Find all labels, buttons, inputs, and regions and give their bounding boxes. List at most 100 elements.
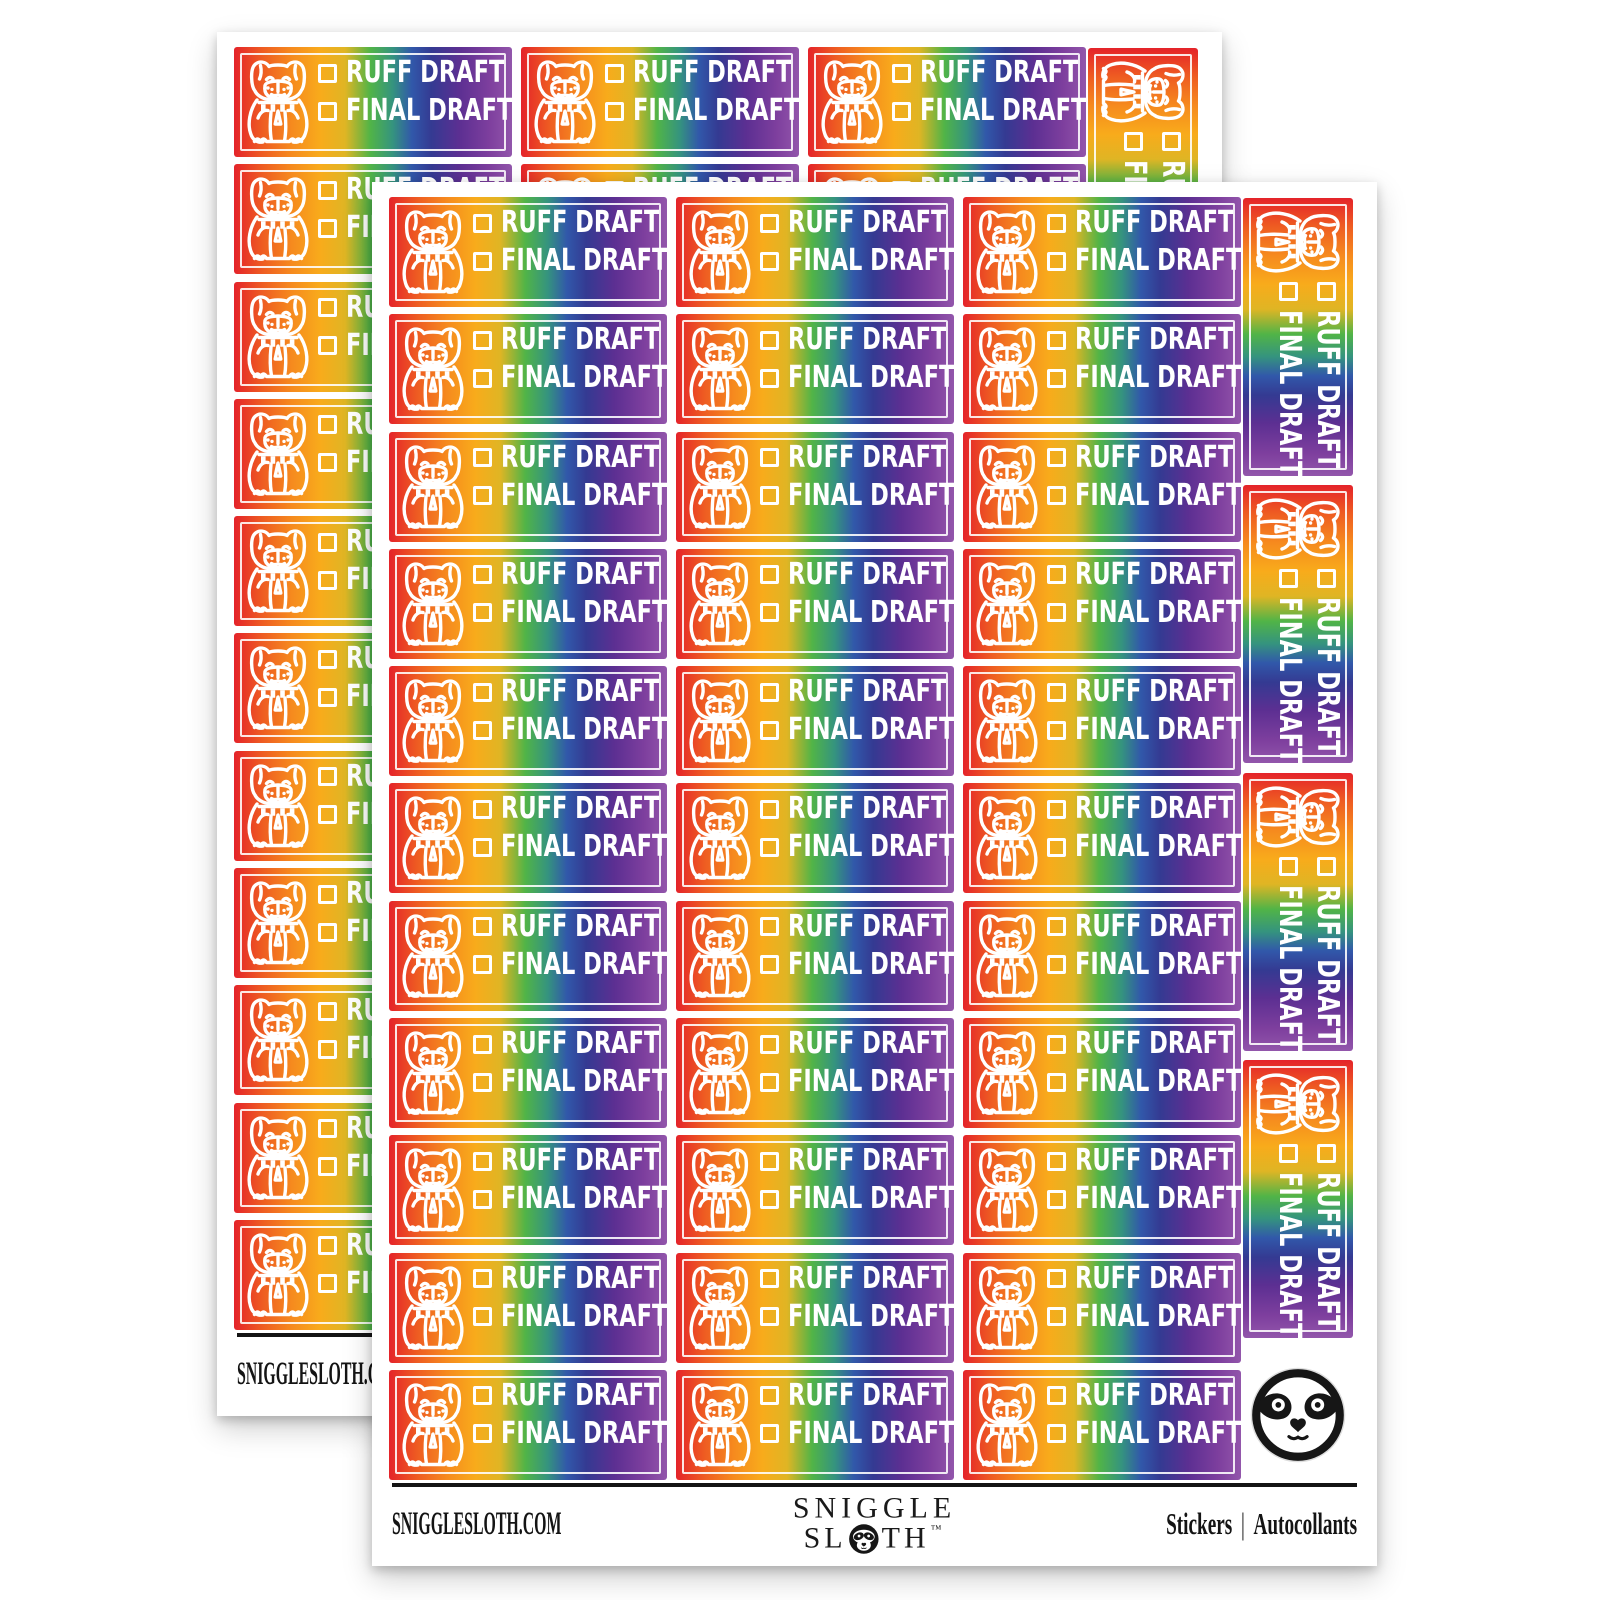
sticker-label-ruff-draft: RUFF DRAFT [1075,556,1234,592]
bulldog-icon [689,1266,751,1350]
checkbox-icon [1047,837,1066,857]
checkbox-icon [1047,1269,1066,1289]
checkbox-icon [1047,213,1066,233]
sticker-text-block: RUFF DRAFT FINAL DRAFT [318,58,568,126]
bulldog-icon [247,881,309,965]
sticker-label-ruff-draft: RUFF DRAFT [788,322,947,358]
checkbox-icon [318,570,337,590]
sticker-label-final-draft: FINAL DRAFT [501,1064,668,1100]
final-draft-line: FINAL DRAFT [760,1064,1010,1100]
draft-checklist-sticker: RUFF DRAFT FINAL DRAFT [389,900,667,1011]
checkbox-icon [473,1424,492,1444]
sticker-label-final-draft: FINAL DRAFT [501,829,668,865]
bulldog-icon [402,327,464,412]
checkbox-icon [1047,486,1066,506]
sticker-label-final-draft: FINAL DRAFT [501,477,668,513]
final-draft-line: FINAL DRAFT [760,832,1010,862]
sticker-text-block: RUFF DRAFT FINAL DRAFT [1047,1029,1297,1097]
sticker-text-block: RUFF DRAFT FINAL DRAFT [1047,677,1297,745]
draft-checklist-sticker: RUFF DRAFT FINAL DRAFT [676,197,954,307]
checkbox-icon [1047,1034,1066,1054]
brand-line2-post: TH [881,1521,930,1555]
ruff-draft-line: RUFF DRAFT [1047,677,1297,707]
checkbox-icon [1047,330,1066,350]
sticker-text-block: RUFF DRAFT FINAL DRAFT [473,1146,723,1214]
ruff-draft-line: RUFF DRAFT [473,208,723,238]
final-draft-line: FINAL DRAFT [473,1184,723,1214]
sticker-label-ruff-draft: RUFF DRAFT [501,908,660,944]
bulldog-icon [247,1116,309,1200]
checkbox-icon [760,448,779,468]
bulldog-icon [976,1148,1038,1233]
final-draft-line: FINAL DRAFT [1047,597,1297,627]
checkbox-icon [1047,1424,1066,1444]
checkbox-icon [473,955,492,975]
sticker-label-final-draft: FINAL DRAFT [1272,1171,1307,1339]
checkbox-icon [1047,251,1066,271]
final-draft-line: FINAL DRAFT [473,360,723,396]
sticker-label-ruff-draft: RUFF DRAFT [501,1026,660,1062]
sticker-text-block: RUFF DRAFT FINAL DRAFT [473,325,723,396]
footer-separator: | [1240,1506,1245,1541]
checkbox-icon [760,565,779,585]
draft-checklist-sticker: RUFF DRAFT FINAL DRAFT [676,314,954,425]
checkbox-icon [1047,955,1066,975]
bulldog-icon [976,444,1038,529]
draft-checklist-sticker: RUFF DRAFT FINAL DRAFT [389,314,667,425]
ruff-draft-line: RUFF DRAFT [1047,322,1297,358]
ruff-draft-line: RUFF DRAFT [1047,1029,1297,1059]
checkbox-icon [318,1274,337,1294]
draft-checklist-sticker: RUFF DRAFT FINAL DRAFT [963,1369,1241,1480]
bulldog-icon [976,796,1038,881]
bulldog-icon [402,444,464,529]
sticker-label-ruff-draft: RUFF DRAFT [1310,310,1345,469]
final-draft-line: FINAL DRAFT [473,829,723,865]
bulldog-icon [976,1383,1038,1467]
checkbox-icon [760,1034,779,1054]
checkbox-icon [473,1386,492,1406]
checkbox-icon [760,955,779,975]
checkbox-icon [1317,1143,1337,1163]
final-draft-line: FINAL DRAFT [1047,363,1297,393]
bulldog-icon [402,1031,464,1115]
checkbox-icon [473,1034,492,1054]
ruff-draft-line: RUFF DRAFT [760,911,1010,941]
vertical-draft-sticker: RUFF DRAFT FINAL DRAFT [1243,1059,1353,1339]
sticker-text-block: RUFF DRAFT FINAL DRAFT [1047,556,1297,627]
sticker-text-block: RUFF DRAFT FINAL DRAFT [1047,911,1297,979]
sticker-label-ruff-draft: RUFF DRAFT [1075,322,1234,358]
ruff-draft-line: RUFF DRAFT [760,442,1010,472]
sticker-label-final-draft: FINAL DRAFT [788,1064,955,1100]
sticker-text-block: RUFF DRAFT FINAL DRAFT [1047,794,1297,862]
draft-checklist-sticker: RUFF DRAFT FINAL DRAFT [1243,198,1353,476]
bulldog-icon [247,646,309,731]
checkbox-icon [1047,448,1066,468]
sticker-grid: RUFF DRAFT FINAL DRAFT [389,197,1241,1480]
sticker-label-ruff-draft: RUFF DRAFT [1075,1377,1234,1413]
sticker-label-final-draft: FINAL DRAFT [1272,597,1307,764]
bulldog-icon [689,210,751,294]
draft-checklist-sticker: RUFF DRAFT FINAL DRAFT [963,314,1241,425]
ruff-draft-line: RUFF DRAFT [473,677,723,707]
final-draft-line: FINAL DRAFT [473,715,723,745]
checkbox-icon [1279,282,1299,301]
sticker-label-final-draft: FINAL DRAFT [501,360,668,396]
final-draft-line: FINAL DRAFT [473,1418,723,1448]
ruff-draft-line: RUFF DRAFT [1047,911,1297,941]
checkbox-icon [473,720,492,740]
draft-checklist-sticker: RUFF DRAFT FINAL DRAFT [389,783,667,894]
ruff-draft-line: RUFF DRAFT [318,58,568,88]
bulldog-icon [247,177,309,262]
sticker-text-block: RUFF DRAFT FINAL DRAFT [760,322,1010,393]
draft-checklist-sticker: RUFF DRAFT FINAL DRAFT [389,197,667,307]
final-draft-line: FINAL DRAFT [1047,246,1297,276]
bulldog-icon [1256,786,1340,848]
checkbox-icon [760,330,779,350]
checkbox-icon [318,453,337,473]
sticker-text-block: RUFF DRAFT FINAL DRAFT [760,1380,1010,1448]
final-draft-line: FINAL DRAFT [760,1301,1010,1331]
ruff-draft-line: RUFF DRAFT [1047,556,1297,592]
bulldog-icon [247,294,309,379]
sticker-sheet-front: RUFF DRAFT FINAL DRAFT [372,182,1377,1566]
